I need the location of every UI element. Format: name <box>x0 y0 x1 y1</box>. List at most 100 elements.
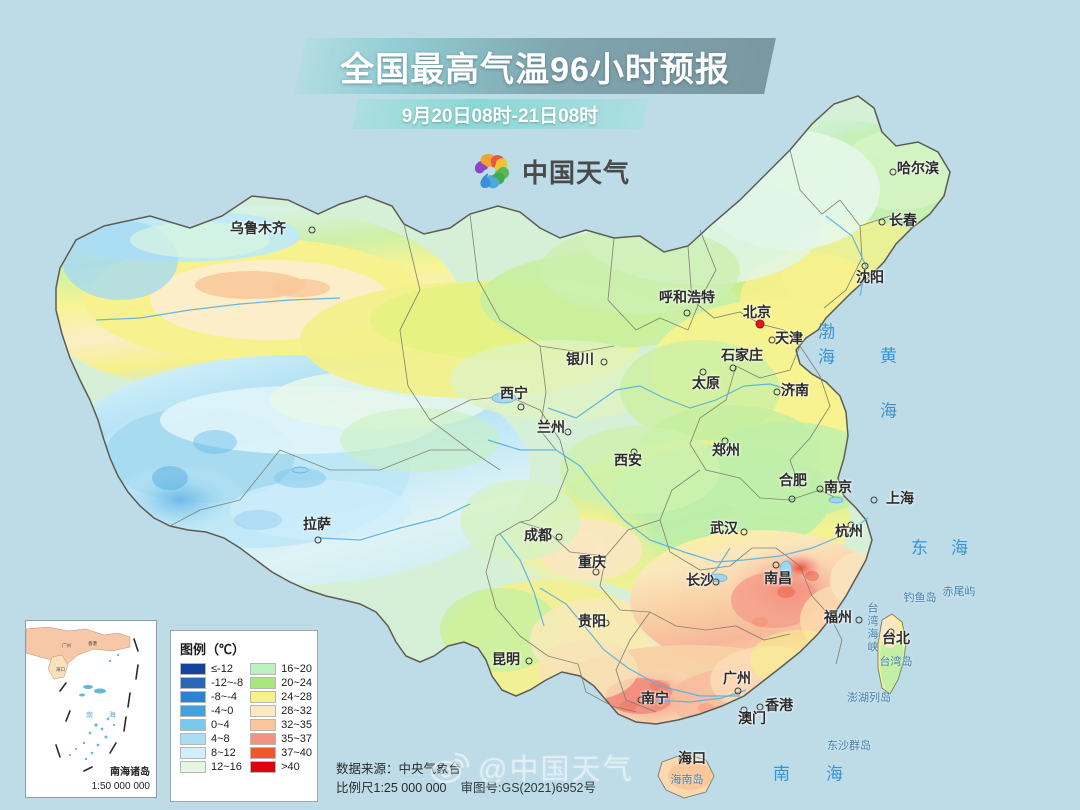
page-title: 全国最高气温96小时预报 <box>340 50 730 89</box>
city-marker[interactable] <box>602 619 610 627</box>
legend-item: 16~20 <box>250 663 312 675</box>
city-marker[interactable] <box>756 703 764 711</box>
legend-item: -8~-4 <box>180 691 243 703</box>
city-marker[interactable] <box>699 368 707 376</box>
legend-item: 28~32 <box>250 705 312 717</box>
legend-column-cold: ≤-12 -12~-8 -8~-4 -4~0 0~4 4~8 8~12 12~16 <box>180 663 243 773</box>
rivers-layer <box>95 215 869 703</box>
city-marker[interactable] <box>600 358 608 366</box>
footer-info: 数据来源：中央气象台 比例尺1:25 000 000 审图号:GS(2021)6… <box>336 760 596 798</box>
legend-item: -12~-8 <box>180 677 243 689</box>
city-marker[interactable] <box>878 218 886 226</box>
legend-range-label: 20~24 <box>281 677 313 689</box>
city-marker[interactable] <box>740 528 748 536</box>
legend-swatch <box>180 677 206 689</box>
legend-range-label: 32~35 <box>281 719 313 731</box>
city-marker[interactable] <box>788 495 796 503</box>
lakes-layer <box>291 392 844 583</box>
svg-text:香港: 香港 <box>88 640 97 647</box>
city-marker[interactable] <box>755 319 765 329</box>
taiwan-outline <box>877 613 907 695</box>
svg-text:海口: 海口 <box>56 666 65 673</box>
legend-range-label: -12~-8 <box>211 677 244 689</box>
city-marker[interactable] <box>768 336 776 344</box>
legend-swatch <box>250 761 277 773</box>
city-marker[interactable] <box>555 533 563 541</box>
legend-swatch <box>180 733 206 745</box>
legend-swatch <box>250 677 277 689</box>
legend-swatch <box>180 705 206 717</box>
city-marker[interactable] <box>855 616 863 624</box>
legend-item: 35~37 <box>250 733 312 745</box>
city-marker[interactable] <box>683 309 691 317</box>
city-marker[interactable] <box>678 756 686 764</box>
city-marker[interactable] <box>772 561 780 569</box>
page-subtitle: 9月20日08时-21日08时 <box>401 105 599 127</box>
legend-swatch <box>180 719 206 731</box>
legend-range-label: 8~12 <box>211 747 236 759</box>
svg-text:南 海: 南 海 <box>86 710 123 719</box>
legend-item: 8~12 <box>180 747 243 759</box>
city-marker[interactable] <box>887 628 895 636</box>
national-border <box>55 95 951 725</box>
city-marker[interactable] <box>637 696 645 704</box>
legend-item: 32~35 <box>250 719 312 731</box>
legend-title: 图例（℃） <box>180 642 246 657</box>
city-marker[interactable] <box>740 706 748 714</box>
legend-swatch <box>250 705 277 717</box>
city-marker[interactable] <box>729 364 737 372</box>
city-marker[interactable] <box>564 428 572 436</box>
legend-range-label: 16~20 <box>281 663 313 675</box>
legend-swatch <box>180 691 206 703</box>
city-marker[interactable] <box>308 226 316 234</box>
city-marker[interactable] <box>816 485 824 493</box>
pinwheel-logo-icon <box>474 153 509 189</box>
legend-item: 24~28 <box>250 691 312 703</box>
legend-range-label: 35~37 <box>281 733 313 745</box>
legend-range-label: 0~4 <box>211 719 230 731</box>
hainan-region <box>658 754 714 798</box>
south-china-sea-inset[interactable]: 南 海 广州 香港 海口 南海诸岛 1:50 000 000 <box>25 620 157 798</box>
hainan-outline <box>657 753 715 799</box>
legend-range-label: >40 <box>281 761 300 773</box>
legend-swatch <box>180 663 206 675</box>
city-marker[interactable] <box>773 388 781 396</box>
city-marker[interactable] <box>734 687 742 695</box>
legend-item: 12~16 <box>180 761 243 773</box>
city-marker[interactable] <box>525 657 533 665</box>
legend-swatch <box>250 691 277 703</box>
city-marker[interactable] <box>712 578 720 586</box>
city-marker[interactable] <box>889 168 897 176</box>
city-marker[interactable] <box>721 437 729 445</box>
city-marker[interactable] <box>870 496 878 504</box>
brand-logo: 中国天气 <box>470 150 630 192</box>
legend-swatch <box>250 747 277 759</box>
legend-range-label: 24~28 <box>281 691 313 703</box>
city-marker[interactable] <box>314 536 322 544</box>
city-marker[interactable] <box>847 521 855 529</box>
legend-range-label: 28~32 <box>281 705 313 717</box>
legend-range-label: -8~-4 <box>211 691 237 703</box>
legend-item: >40 <box>250 761 312 773</box>
legend-swatch <box>250 719 277 731</box>
legend-column-warm: 16~20 20~24 24~28 28~32 32~35 35~37 37~40 >40 <box>250 663 312 773</box>
city-marker[interactable] <box>592 568 600 576</box>
map-scale-text: 比例尺1:25 000 000 <box>336 781 447 795</box>
legend-item: -4~0 <box>180 705 243 717</box>
legend-range-label: 4~8 <box>211 733 230 745</box>
taiwan-region <box>878 614 906 694</box>
legend-range-label: -4~0 <box>211 705 234 717</box>
city-marker[interactable] <box>630 448 638 456</box>
city-marker[interactable] <box>517 403 525 411</box>
svg-text:广州: 广州 <box>62 642 71 649</box>
city-marker[interactable] <box>861 262 869 270</box>
legend-range-label: 12~16 <box>211 761 242 773</box>
legend-item: 0~4 <box>180 719 243 731</box>
data-source-text: 数据来源：中央气象台 <box>336 762 462 776</box>
legend-swatch <box>250 663 277 675</box>
approval-number-text: 审图号:GS(2021)6952号 <box>460 781 596 795</box>
inset-title: 南海诸岛 <box>110 767 150 778</box>
inset-scale: 1:50 000 000 <box>91 781 150 792</box>
brand-name: 中国天气 <box>522 157 631 188</box>
